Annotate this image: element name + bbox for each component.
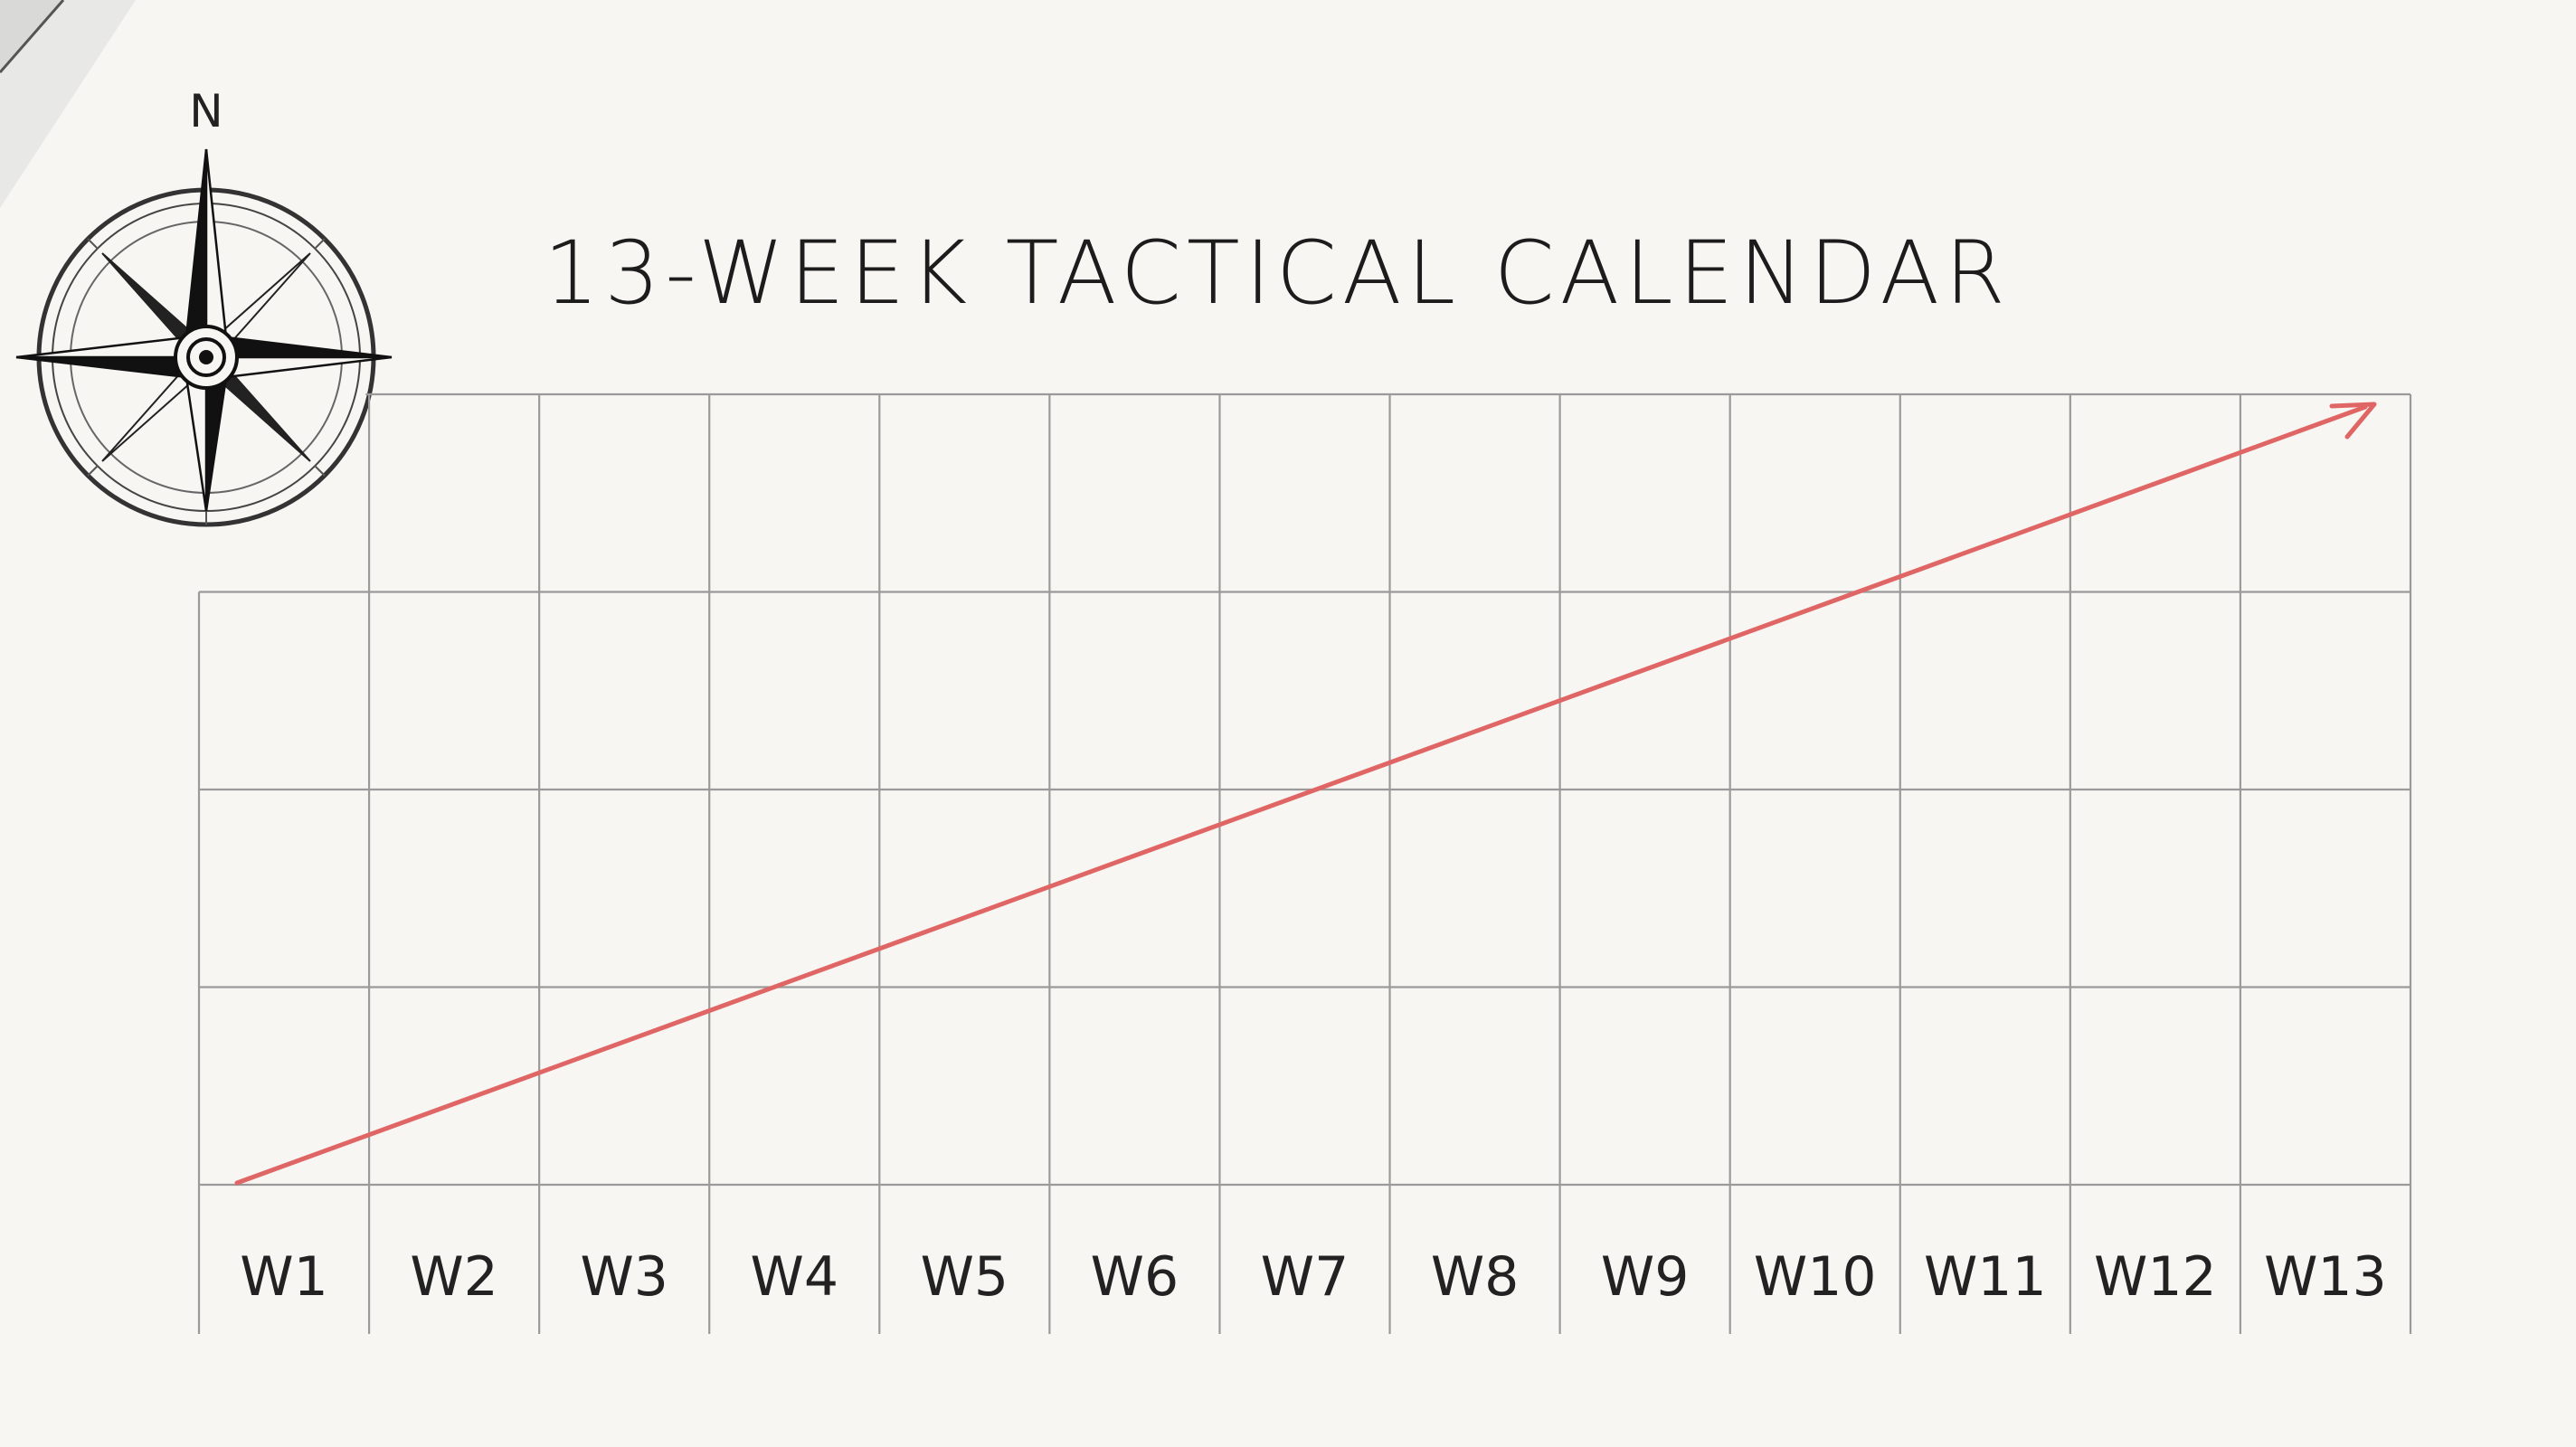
week-label: W6 [1091, 1245, 1179, 1309]
week-label: W8 [1431, 1245, 1520, 1309]
paper-corner-shadow [0, 0, 136, 208]
compass-north-label: N [189, 85, 223, 137]
week-label: W11 [1924, 1245, 2047, 1309]
week-label: W9 [1601, 1245, 1690, 1309]
week-label: W1 [240, 1245, 328, 1309]
week-label: W3 [580, 1245, 668, 1309]
trend-arrow-line [234, 404, 2368, 1186]
week-label: W10 [1754, 1245, 1877, 1309]
trend-arrow-head [2329, 402, 2377, 440]
week-label: W7 [1261, 1245, 1350, 1309]
page-title: 13-WEEK TACTICAL CALENDAR [544, 222, 2011, 324]
week-label: W5 [921, 1245, 1009, 1309]
trend-arrow [234, 402, 2377, 1186]
week-label: W13 [2264, 1245, 2387, 1309]
calendar-grid [197, 392, 2412, 1334]
week-labels: W1 W2 W3 W4 W5 W6 W7 W8 W9 W10 W11 W12 W13 [240, 1245, 2387, 1309]
week-label: W4 [751, 1245, 839, 1309]
compass-rose-icon: N [15, 85, 393, 527]
week-label: W12 [2094, 1245, 2217, 1309]
week-label: W2 [410, 1245, 498, 1309]
